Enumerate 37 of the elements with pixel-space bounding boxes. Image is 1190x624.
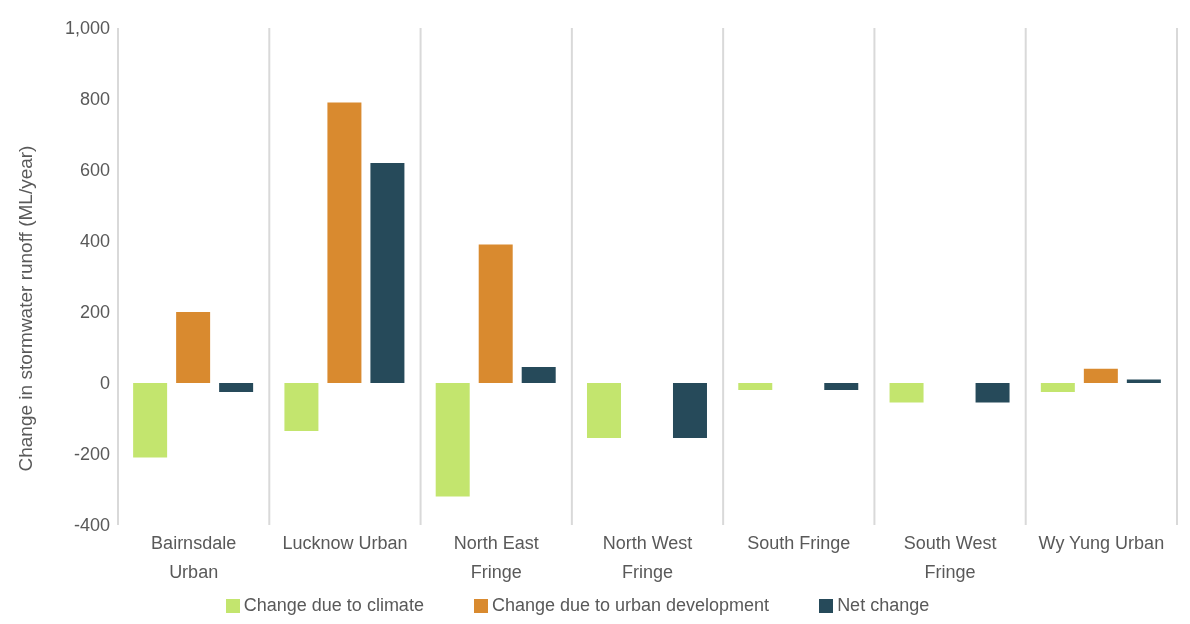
y-tick-label: 800 [79, 89, 110, 110]
y-tick-label: -200 [73, 444, 110, 465]
bar [176, 312, 211, 383]
legend-label: Net change [837, 595, 930, 615]
x-tick-label: South West Fringe [903, 533, 997, 582]
bar [327, 102, 362, 383]
y-tick-label: 400 [79, 231, 110, 252]
x-tick-label: Wy Yung Urban [1038, 533, 1165, 553]
bar [889, 383, 924, 403]
y-tick-label: -400 [73, 515, 110, 536]
bar [1083, 368, 1118, 383]
bar [586, 383, 621, 439]
bar [1040, 383, 1075, 392]
bar [975, 383, 1010, 403]
bar [738, 383, 773, 391]
bar [370, 162, 405, 383]
x-tick-label: North West Fringe [602, 533, 693, 582]
legend-label: Change due to urban development [491, 595, 770, 615]
y-tick-label: 0 [99, 373, 110, 394]
bar [824, 383, 859, 391]
bar [1126, 379, 1161, 383]
bar [284, 383, 319, 431]
x-tick-label: Bairnsdale Urban [151, 533, 237, 582]
y-axis-title: Change in stormwater runoff (ML/year) [14, 145, 36, 472]
x-tick-label: Lucknow Urban [282, 533, 408, 553]
bar [521, 367, 556, 383]
y-tick-label: 600 [79, 160, 110, 181]
x-tick-label: North East Fringe [453, 533, 539, 582]
legend-label: Change due to climate [243, 595, 424, 615]
y-tick-label: 200 [79, 302, 110, 323]
bar [672, 383, 707, 439]
bar [478, 244, 513, 383]
bar [219, 383, 254, 392]
bar [435, 383, 470, 497]
x-tick-label: South Fringe [747, 533, 851, 553]
y-tick-label: 1,000 [64, 18, 110, 39]
bar [133, 383, 168, 458]
